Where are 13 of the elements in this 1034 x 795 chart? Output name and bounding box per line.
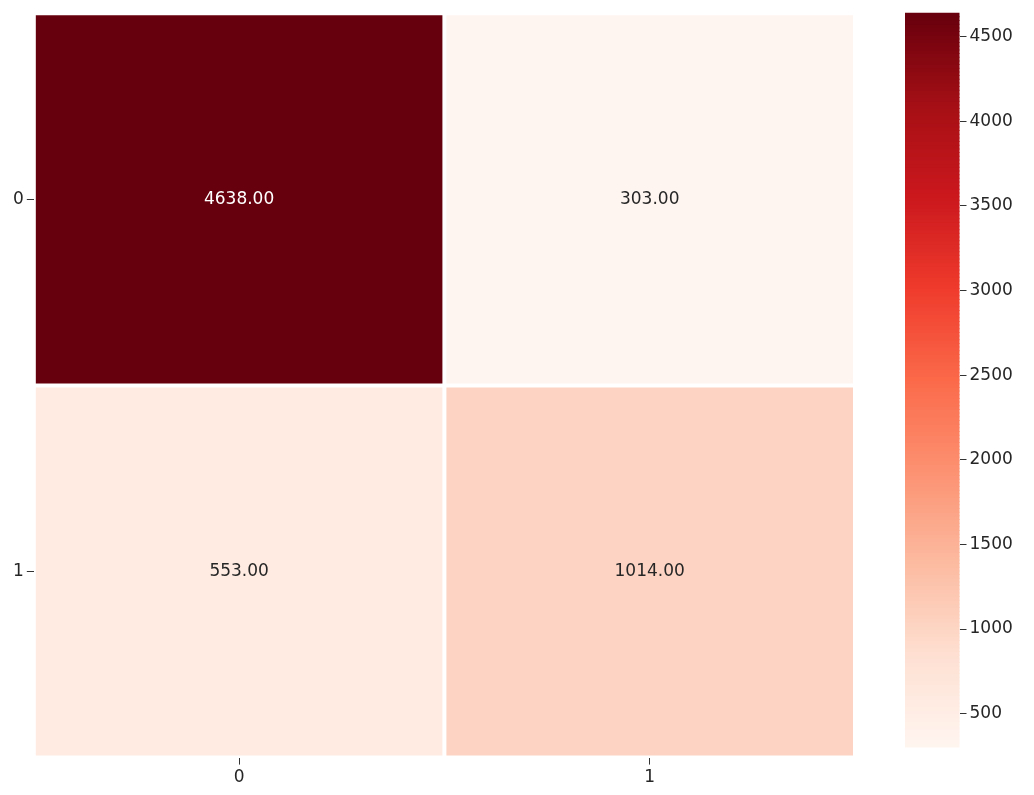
color-bar-label: 500 (969, 702, 1002, 723)
color-bar-label: 1000 (969, 617, 1013, 638)
data-label: 4638.00 (203, 187, 275, 208)
data-label: 1014.00 (614, 559, 685, 580)
color-bar-label: 1500 (969, 532, 1013, 553)
data-label: 303.00 (619, 187, 680, 208)
data-label: 553.00 (209, 559, 269, 580)
color-bar-label: 3500 (969, 194, 1013, 215)
color-bar-label: 2500 (969, 363, 1013, 384)
color-bar-label: 4000 (969, 109, 1013, 130)
color-bar-label: 4500 (969, 24, 1013, 45)
color-bar-label: 2000 (969, 448, 1013, 469)
color-bar-label: 3000 (969, 278, 1013, 299)
